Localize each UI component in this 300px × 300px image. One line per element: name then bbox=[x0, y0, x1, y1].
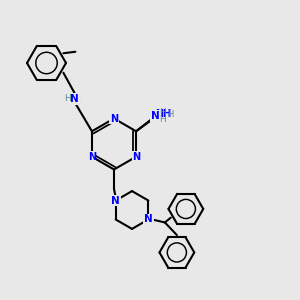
Text: N: N bbox=[111, 196, 120, 206]
Text: N: N bbox=[156, 109, 164, 119]
Text: N: N bbox=[151, 111, 160, 121]
Text: H: H bbox=[159, 115, 166, 124]
Text: H: H bbox=[159, 108, 166, 117]
Text: N: N bbox=[132, 152, 140, 162]
Text: N: N bbox=[110, 113, 118, 124]
Text: N: N bbox=[144, 214, 153, 224]
Text: H: H bbox=[64, 94, 70, 103]
Text: N: N bbox=[70, 94, 79, 104]
Text: H: H bbox=[167, 110, 173, 119]
Text: NH: NH bbox=[156, 109, 172, 119]
Text: N: N bbox=[88, 152, 96, 162]
